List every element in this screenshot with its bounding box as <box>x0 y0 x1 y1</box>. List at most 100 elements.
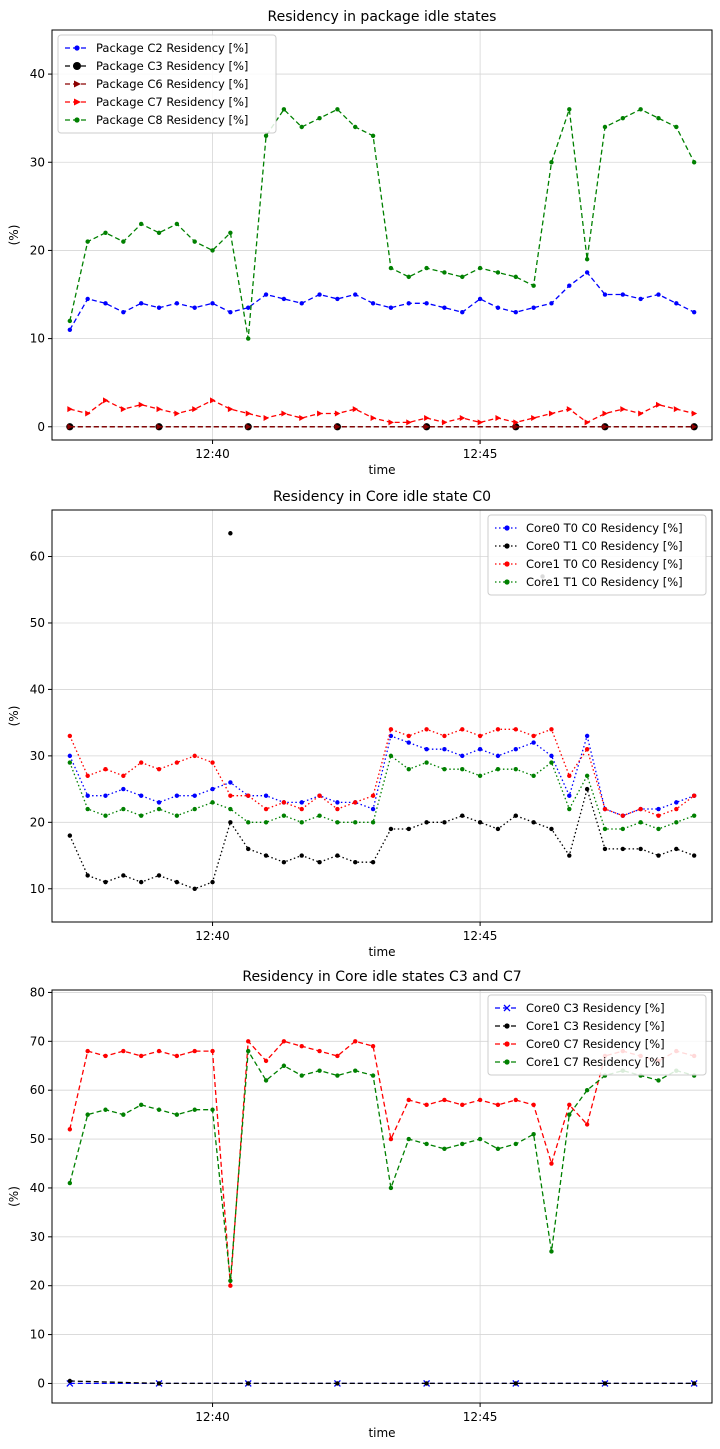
data-point <box>85 806 90 812</box>
data-point <box>620 292 626 297</box>
data-point <box>192 239 197 244</box>
data-point <box>192 793 197 798</box>
series-line <box>69 786 695 890</box>
data-point <box>67 760 73 765</box>
y-axis-label: (%) <box>7 1186 21 1207</box>
data-point <box>263 1058 269 1064</box>
series-core0-t1-c0-residency <box>67 786 697 891</box>
data-point <box>424 727 429 732</box>
series-line <box>69 1380 695 1385</box>
legend-box <box>487 994 707 1076</box>
data-point <box>406 274 411 280</box>
data-point <box>334 410 341 417</box>
series-package-c7-residency <box>67 397 698 426</box>
legend: Core0 T0 C0 Residency [%] Core0 T1 C0 Res… <box>487 514 707 596</box>
data-point <box>245 410 252 417</box>
data-point <box>495 727 501 732</box>
legend-swatch-marker <box>73 62 81 70</box>
data-point <box>299 800 304 805</box>
data-point <box>656 826 661 832</box>
data-point <box>442 820 447 825</box>
data-point <box>424 1102 429 1108</box>
data-point <box>549 301 554 306</box>
data-point <box>85 296 90 302</box>
data-point <box>620 846 626 852</box>
data-point <box>460 309 465 315</box>
data-point <box>67 833 73 838</box>
data-point <box>442 305 447 310</box>
y-tick-label: 20 <box>30 243 45 257</box>
data-point <box>691 813 697 818</box>
series-core1-c3-residency <box>67 1378 697 1386</box>
data-point <box>673 406 680 413</box>
data-point <box>103 230 108 235</box>
data-point <box>335 853 340 858</box>
data-point <box>495 1146 501 1152</box>
data-point <box>460 1141 465 1147</box>
data-point <box>299 820 304 825</box>
data-point <box>67 1127 73 1132</box>
data-point <box>459 414 466 421</box>
series-package-c8-residency <box>67 107 697 341</box>
data-point <box>566 406 573 413</box>
data-point <box>406 1136 411 1142</box>
data-point <box>299 1073 304 1078</box>
legend-label: Core1 T1 C0 Residency [%] <box>526 575 683 589</box>
data-point <box>495 826 501 832</box>
data-point <box>120 406 127 413</box>
legend-label: Core0 T1 C0 Residency [%] <box>526 539 683 553</box>
legend-swatch-marker <box>74 98 81 106</box>
data-point <box>691 1381 697 1386</box>
data-point <box>299 124 304 130</box>
data-point <box>138 1053 144 1059</box>
data-point <box>246 305 251 310</box>
y-tick-label: 40 <box>30 67 45 81</box>
data-point <box>85 773 90 779</box>
data-point <box>210 301 215 306</box>
data-point <box>335 806 340 812</box>
series-line <box>69 271 695 331</box>
data-point <box>174 879 180 885</box>
data-point <box>406 301 411 306</box>
data-point <box>584 747 590 752</box>
data-point <box>174 301 180 306</box>
data-point <box>424 760 429 765</box>
series-core1-t1-c0-residency <box>67 753 697 832</box>
data-point <box>477 733 483 739</box>
data-point <box>584 1087 590 1093</box>
data-point <box>656 1078 661 1083</box>
data-point <box>263 133 269 139</box>
data-point <box>281 107 287 112</box>
data-point <box>67 1180 73 1186</box>
series-line <box>69 108 695 339</box>
legend-label: Core1 C3 Residency [%] <box>526 1019 665 1033</box>
data-point <box>406 733 411 739</box>
x-axis-label: time <box>368 1426 395 1440</box>
data-point <box>85 410 91 417</box>
data-point <box>549 760 554 765</box>
data-point <box>138 401 145 408</box>
data-point <box>246 336 251 341</box>
data-point <box>442 747 447 752</box>
data-point <box>228 230 233 235</box>
data-point <box>335 1073 340 1078</box>
data-point <box>567 853 572 858</box>
data-point <box>495 305 501 310</box>
data-point <box>156 873 162 878</box>
series-line <box>69 754 695 830</box>
data-point <box>513 1141 518 1147</box>
data-point <box>388 733 394 739</box>
data-point <box>460 766 465 772</box>
data-point <box>549 826 554 832</box>
data-point <box>210 248 215 253</box>
data-point <box>584 773 590 779</box>
data-point <box>353 1039 358 1044</box>
data-point <box>121 806 126 812</box>
data-point <box>85 239 90 244</box>
data-point <box>549 160 554 165</box>
data-point <box>513 1097 518 1103</box>
data-point <box>567 793 572 798</box>
data-point <box>513 309 518 315</box>
